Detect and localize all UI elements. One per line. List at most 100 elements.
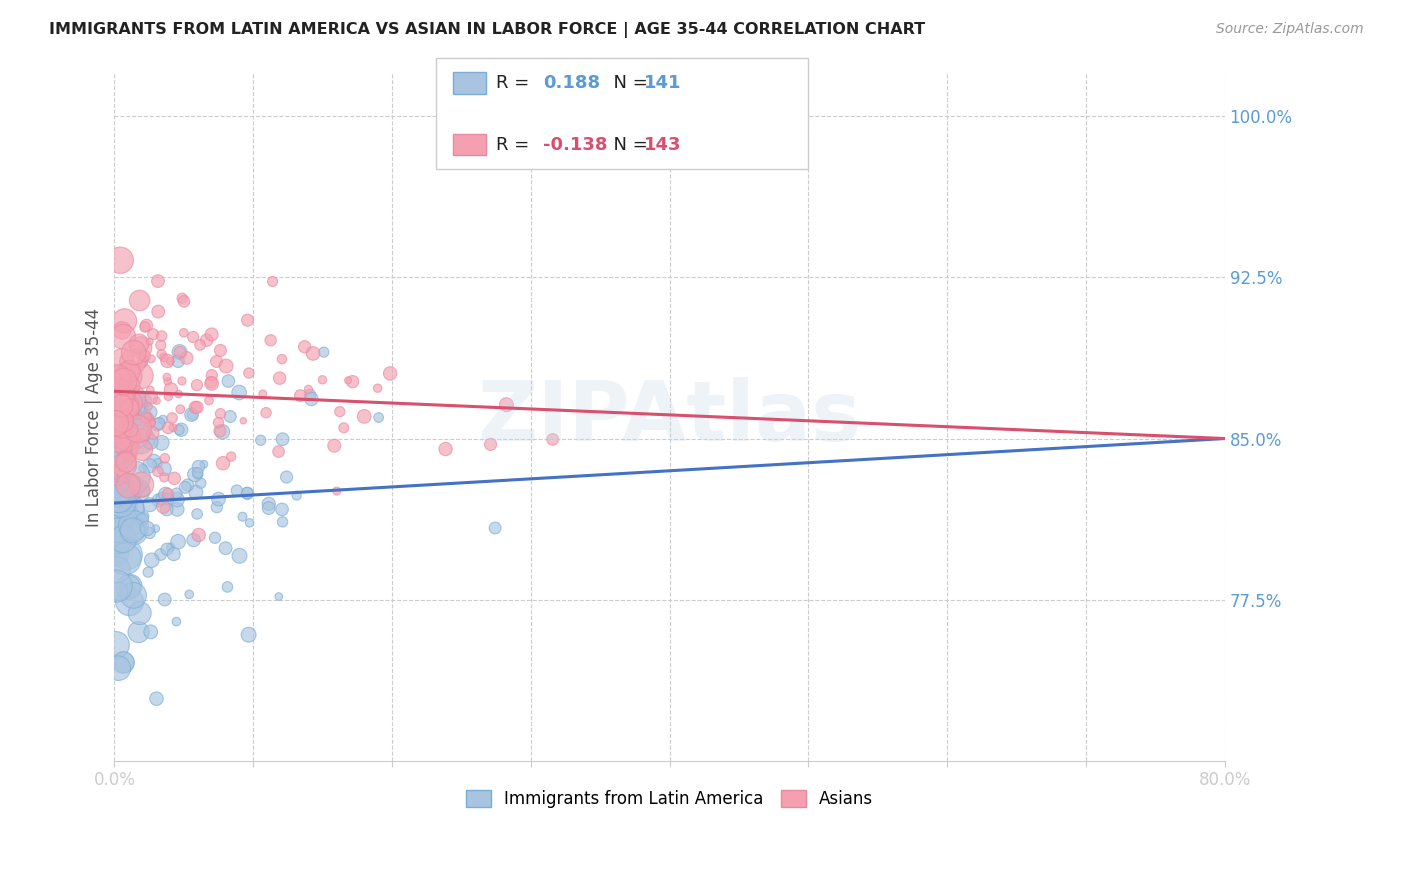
- Point: [105, 563, 128, 577]
- Point: [153, 470, 176, 484]
- Point: [169, 423, 191, 437]
- Point: [114, 399, 136, 413]
- Point: [128, 606, 150, 620]
- Y-axis label: In Labor Force | Age 35-44: In Labor Force | Age 35-44: [86, 308, 103, 526]
- Point: [163, 547, 186, 561]
- Point: [145, 522, 167, 536]
- Point: [112, 458, 135, 472]
- Point: [204, 531, 226, 545]
- Point: [118, 503, 141, 517]
- Point: [187, 466, 209, 480]
- Point: [122, 518, 145, 533]
- Point: [107, 485, 129, 500]
- Point: [122, 345, 145, 359]
- Point: [225, 483, 247, 498]
- Point: [297, 383, 319, 397]
- Point: [129, 477, 152, 491]
- Point: [128, 293, 150, 308]
- Point: [156, 542, 179, 557]
- Point: [112, 375, 135, 389]
- Point: [181, 408, 204, 422]
- Point: [186, 507, 208, 521]
- Point: [136, 521, 159, 535]
- Point: [163, 471, 186, 485]
- Point: [148, 417, 170, 431]
- Point: [217, 374, 239, 388]
- Point: [134, 393, 156, 408]
- Point: [138, 410, 160, 425]
- Point: [156, 370, 179, 384]
- Point: [207, 492, 229, 507]
- Point: [174, 480, 197, 494]
- Point: [131, 442, 153, 457]
- Point: [325, 483, 347, 498]
- Point: [212, 456, 235, 470]
- Point: [254, 406, 277, 420]
- Point: [167, 534, 190, 549]
- Point: [118, 595, 141, 609]
- Point: [333, 421, 356, 435]
- Point: [238, 628, 260, 642]
- Point: [128, 337, 150, 351]
- Point: [141, 391, 163, 405]
- Point: [217, 580, 239, 594]
- Point: [156, 375, 179, 389]
- Point: [136, 565, 159, 579]
- Point: [149, 338, 172, 352]
- Point: [232, 414, 254, 428]
- Point: [120, 423, 142, 437]
- Point: [184, 467, 207, 482]
- Point: [105, 486, 128, 500]
- Point: [190, 476, 212, 491]
- Point: [205, 500, 228, 515]
- Point: [215, 359, 238, 373]
- Point: [110, 447, 132, 461]
- Point: [114, 409, 136, 424]
- Point: [118, 516, 141, 531]
- Point: [157, 389, 180, 403]
- Point: [271, 432, 294, 446]
- Point: [111, 525, 134, 540]
- Point: [238, 516, 260, 530]
- Point: [107, 467, 129, 481]
- Point: [117, 440, 139, 454]
- Text: ZIPAtlas: ZIPAtlas: [478, 376, 862, 458]
- Point: [193, 457, 215, 471]
- Point: [107, 528, 129, 542]
- Point: [187, 459, 209, 474]
- Point: [132, 461, 155, 475]
- Point: [138, 415, 160, 429]
- Text: Source: ZipAtlas.com: Source: ZipAtlas.com: [1216, 22, 1364, 37]
- Point: [105, 450, 128, 464]
- Point: [107, 516, 129, 531]
- Point: [107, 432, 129, 446]
- Point: [146, 456, 169, 470]
- Point: [479, 437, 502, 451]
- Point: [138, 458, 160, 473]
- Point: [117, 478, 139, 492]
- Point: [170, 423, 193, 437]
- Point: [108, 493, 131, 508]
- Text: N =: N =: [602, 74, 654, 92]
- Point: [134, 508, 156, 523]
- Point: [107, 523, 129, 537]
- Point: [111, 415, 134, 429]
- Point: [112, 656, 135, 670]
- Point: [121, 398, 143, 412]
- Point: [211, 425, 233, 439]
- Point: [262, 275, 284, 289]
- Point: [139, 624, 162, 639]
- Point: [105, 371, 128, 385]
- Text: 0.188: 0.188: [543, 74, 600, 92]
- Point: [110, 392, 132, 406]
- Point: [110, 495, 132, 509]
- Point: [299, 392, 322, 406]
- Point: [150, 435, 173, 450]
- Point: [290, 389, 312, 403]
- Text: N =: N =: [602, 136, 654, 153]
- Point: [186, 401, 208, 415]
- Point: [111, 419, 134, 434]
- Point: [184, 401, 207, 415]
- Point: [139, 498, 162, 512]
- Point: [353, 409, 375, 424]
